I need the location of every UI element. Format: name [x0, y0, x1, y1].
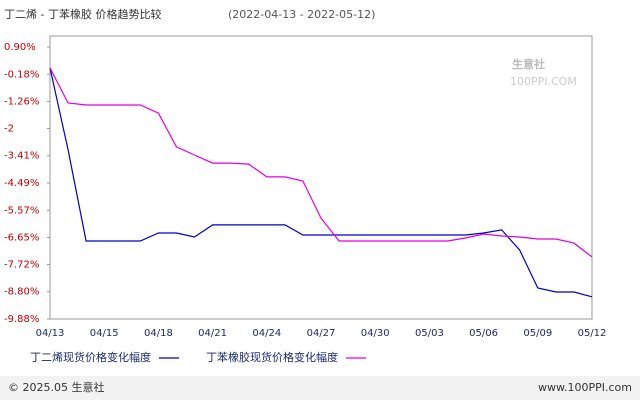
y-tick-label: -2	[4, 123, 14, 134]
x-tick-label: 05/12	[578, 328, 607, 339]
y-tick-label: -7.72%	[4, 259, 39, 270]
watermark-sub: 100PPI.COM	[510, 75, 577, 88]
footer-left: © 2025.05 生意社	[8, 380, 104, 394]
x-tick-label: 05/06	[469, 328, 498, 339]
x-tick-label: 05/03	[415, 328, 444, 339]
footer-right: www.100PPI.com	[538, 381, 632, 394]
series-line	[49, 67, 593, 298]
x-tick-label: 04/24	[252, 328, 281, 339]
y-tick-label: -6.65%	[4, 233, 39, 244]
watermark: 生意社	[512, 57, 545, 71]
y-tick-label: -3.41%	[4, 151, 39, 162]
chart-title: 丁二烯 - 丁苯橡胶 价格趋势比较	[4, 7, 161, 21]
x-tick-label: 04/18	[144, 328, 173, 339]
y-tick-label: -4.49%	[4, 178, 39, 189]
y-tick-label: 0.90%	[4, 42, 36, 53]
x-tick-label: 04/13	[36, 328, 65, 339]
y-tick-label: -8.80%	[4, 287, 39, 298]
legend-label: 丁苯橡胶现货价格变化幅度	[206, 350, 338, 364]
y-tick-label: -5.57%	[4, 205, 39, 216]
plot-frame	[49, 35, 593, 320]
y-tick-label: -1.26%	[4, 97, 39, 108]
y-tick-label: -9.88%	[4, 314, 39, 325]
y-tick-label: -0.18%	[4, 69, 39, 80]
x-tick-label: 04/27	[307, 328, 336, 339]
legend-label: 丁二烯现货价格变化幅度	[30, 350, 151, 364]
x-tick-label: 04/30	[361, 328, 390, 339]
x-tick-label: 05/09	[523, 328, 552, 339]
chart-subtitle: (2022-04-13 - 2022-05-12)	[228, 8, 375, 21]
x-tick-label: 04/21	[198, 328, 227, 339]
footer-bar	[0, 376, 640, 400]
series-line	[49, 67, 593, 258]
x-tick-label: 04/15	[90, 328, 119, 339]
